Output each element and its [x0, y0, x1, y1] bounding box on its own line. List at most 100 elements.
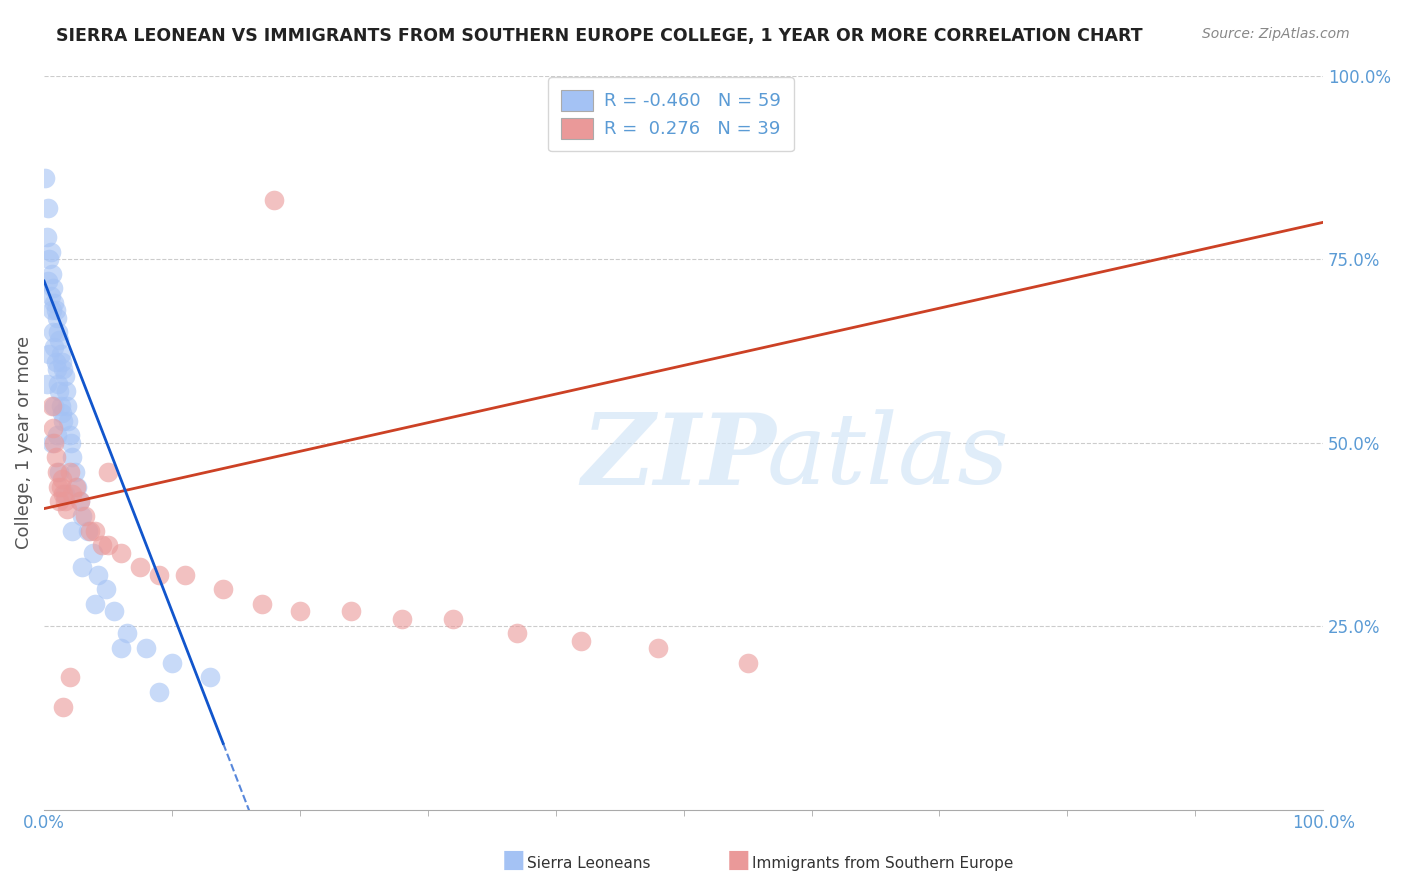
Point: [506, 626, 529, 640]
Point: [41, 435, 63, 450]
Point: [45, 450, 67, 465]
Point: [49, 399, 72, 413]
Point: [148, 685, 170, 699]
Point: [52, 413, 75, 427]
Text: Sierra Leoneans: Sierra Leoneans: [527, 855, 651, 871]
Point: [48, 333, 70, 347]
Point: [39, 289, 62, 303]
Point: [51, 472, 73, 486]
Point: [45, 310, 67, 325]
Point: [110, 641, 132, 656]
Point: [200, 670, 222, 684]
Point: [97, 465, 120, 479]
Point: [56, 399, 79, 413]
Point: [79, 524, 101, 538]
Point: [737, 656, 759, 670]
Point: [35, 376, 58, 391]
Text: ZIP: ZIP: [581, 409, 776, 506]
Point: [340, 604, 363, 618]
Point: [45, 428, 67, 442]
Legend: R = -0.460   N = 59, R =  0.276   N = 39: R = -0.460 N = 59, R = 0.276 N = 39: [548, 78, 793, 152]
Point: [135, 641, 157, 656]
Text: Immigrants from Southern Europe: Immigrants from Southern Europe: [752, 855, 1014, 871]
Point: [212, 582, 235, 597]
Point: [60, 487, 83, 501]
Point: [66, 479, 89, 493]
Point: [73, 508, 96, 523]
Point: [72, 508, 94, 523]
Point: [569, 633, 592, 648]
Point: [69, 494, 91, 508]
Point: [53, 369, 76, 384]
Point: [46, 326, 69, 340]
Point: [160, 656, 183, 670]
Point: [41, 399, 63, 413]
Point: [129, 560, 152, 574]
Point: [647, 641, 669, 656]
Point: [37, 274, 59, 288]
Point: [46, 376, 69, 391]
Point: [42, 421, 65, 435]
Point: [51, 406, 73, 420]
Point: [391, 612, 413, 626]
Point: [39, 244, 62, 259]
Point: [45, 362, 67, 376]
Point: [103, 604, 125, 618]
Point: [52, 487, 75, 501]
Point: [59, 428, 82, 442]
Point: [38, 252, 60, 266]
Point: [59, 670, 82, 684]
Point: [58, 413, 80, 427]
Point: [48, 384, 70, 399]
Point: [42, 281, 65, 295]
Point: [45, 465, 67, 479]
Text: SIERRA LEONEAN VS IMMIGRANTS FROM SOUTHERN EUROPE COLLEGE, 1 YEAR OR MORE CORREL: SIERRA LEONEAN VS IMMIGRANTS FROM SOUTHE…: [56, 27, 1143, 45]
Point: [59, 465, 82, 479]
Point: [72, 560, 94, 574]
Point: [37, 201, 59, 215]
Text: atlas: atlas: [766, 409, 1010, 505]
Point: [52, 362, 75, 376]
Point: [35, 230, 58, 244]
Point: [44, 399, 66, 413]
Point: [45, 303, 67, 318]
Point: [82, 546, 104, 560]
Point: [53, 494, 76, 508]
Y-axis label: College, 1 year or more: College, 1 year or more: [15, 336, 32, 549]
Point: [46, 479, 69, 493]
Text: ■: ■: [727, 848, 749, 872]
Point: [148, 567, 170, 582]
Text: ■: ■: [502, 848, 524, 872]
Point: [76, 524, 98, 538]
Point: [117, 626, 139, 640]
Point: [44, 296, 66, 310]
Point: [60, 450, 83, 465]
Point: [97, 538, 120, 552]
Point: [34, 171, 56, 186]
Point: [41, 303, 63, 318]
Point: [288, 604, 311, 618]
Point: [84, 524, 107, 538]
Point: [56, 501, 79, 516]
Point: [44, 340, 66, 354]
Point: [87, 567, 110, 582]
Text: Source: ZipAtlas.com: Source: ZipAtlas.com: [1202, 27, 1350, 41]
Point: [41, 267, 63, 281]
Point: [49, 479, 72, 493]
Point: [63, 465, 86, 479]
Point: [45, 355, 67, 369]
Point: [65, 479, 87, 493]
Point: [250, 597, 273, 611]
Point: [90, 538, 112, 552]
Point: [42, 326, 65, 340]
Point: [263, 194, 285, 208]
Point: [48, 465, 70, 479]
Point: [60, 524, 83, 538]
Point: [55, 384, 77, 399]
Point: [51, 355, 73, 369]
Point: [173, 567, 195, 582]
Point: [52, 699, 75, 714]
Point: [69, 494, 91, 508]
Point: [48, 494, 70, 508]
Point: [38, 347, 60, 361]
